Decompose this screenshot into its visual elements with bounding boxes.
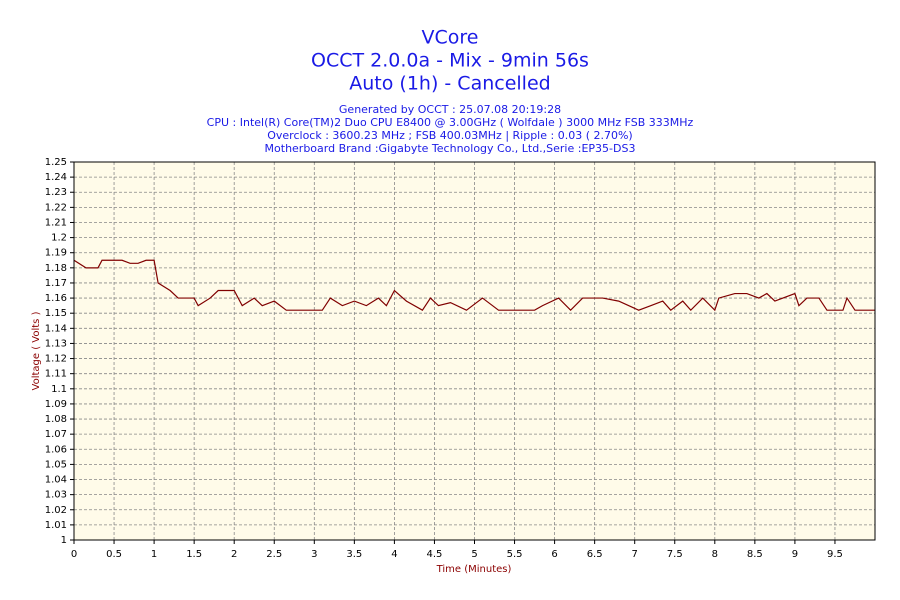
x-tick-label: 0 — [71, 549, 77, 560]
y-tick-label: 1.12 — [45, 354, 67, 365]
y-axis-label: Voltage ( Volts ) — [31, 311, 42, 390]
x-tick-label: 7 — [632, 549, 638, 560]
x-tick-label: 6 — [551, 549, 557, 560]
y-tick-label: 1.14 — [45, 323, 67, 334]
x-tick-label: 3 — [311, 549, 317, 560]
y-tick-label: 1.08 — [45, 414, 67, 425]
y-tick-label: 1.11 — [45, 369, 67, 380]
y-tick-label: 1.03 — [45, 490, 67, 501]
x-tick-label: 8 — [712, 549, 718, 560]
y-tick-label: 1.02 — [45, 505, 67, 516]
y-tick-label: 1.22 — [45, 202, 67, 213]
x-tick-label: 9.5 — [827, 549, 843, 560]
data-line — [73, 259, 875, 312]
y-tick-label: 1.25 — [45, 157, 67, 168]
y-tick-label: 1.06 — [45, 444, 67, 455]
y-tick-label: 1.01 — [45, 520, 67, 531]
info-line: Generated by OCCT : 25.07.08 20:19:28 — [339, 103, 561, 116]
x-tick-label: 4.5 — [426, 549, 442, 560]
y-tick-label: 1.19 — [45, 248, 67, 259]
x-tick-label: 5.5 — [507, 549, 523, 560]
y-tick-label: 1.1 — [51, 384, 67, 395]
y-tick-label: 1.24 — [45, 172, 67, 183]
x-tick-label: 5 — [471, 549, 477, 560]
x-tick-label: 2.5 — [266, 549, 282, 560]
y-tick-label: 1.13 — [45, 338, 67, 349]
y-tick-label: 1.2 — [51, 233, 67, 244]
x-tick-label: 8.5 — [747, 549, 763, 560]
chart-subtitle: OCCT 2.0.0a - Mix - 9min 56s — [311, 50, 589, 72]
x-tick-label: 9 — [792, 549, 798, 560]
x-tick-label: 6.5 — [587, 549, 603, 560]
y-tick-label: 1.16 — [45, 293, 67, 304]
x-tick-label: 4 — [391, 549, 397, 560]
info-line: CPU : Intel(R) Core(TM)2 Duo CPU E8400 @… — [207, 116, 694, 129]
x-tick-label: 7.5 — [667, 549, 683, 560]
y-tick-label: 1.07 — [45, 429, 67, 440]
info-line: Overclock : 3600.23 MHz ; FSB 400.03MHz … — [267, 129, 632, 142]
y-tick-label: 1.23 — [45, 187, 67, 198]
x-tick-label: 1 — [151, 549, 157, 560]
y-tick-label: 1.09 — [45, 399, 67, 410]
y-tick-label: 1.04 — [45, 475, 67, 486]
chart-subtitle: Auto (1h) - Cancelled — [349, 73, 550, 95]
y-tick-label: 1.15 — [45, 308, 67, 319]
y-tick-label: 1.21 — [45, 217, 67, 228]
y-tick-label: 1.18 — [45, 263, 67, 274]
y-tick-label: 1 — [61, 535, 67, 546]
x-axis-label: Time (Minutes) — [436, 564, 512, 575]
x-tick-label: 1.5 — [186, 549, 202, 560]
x-tick-label: 3.5 — [346, 549, 362, 560]
plot-border — [73, 161, 876, 541]
x-tick-label: 2 — [231, 549, 237, 560]
y-tick-label: 1.05 — [45, 459, 67, 470]
chart-title: VCore — [422, 27, 479, 49]
info-line: Motherboard Brand :Gigabyte Technology C… — [265, 142, 636, 155]
x-tick-label: 0.5 — [106, 549, 122, 560]
y-tick-label: 1.17 — [45, 278, 67, 289]
